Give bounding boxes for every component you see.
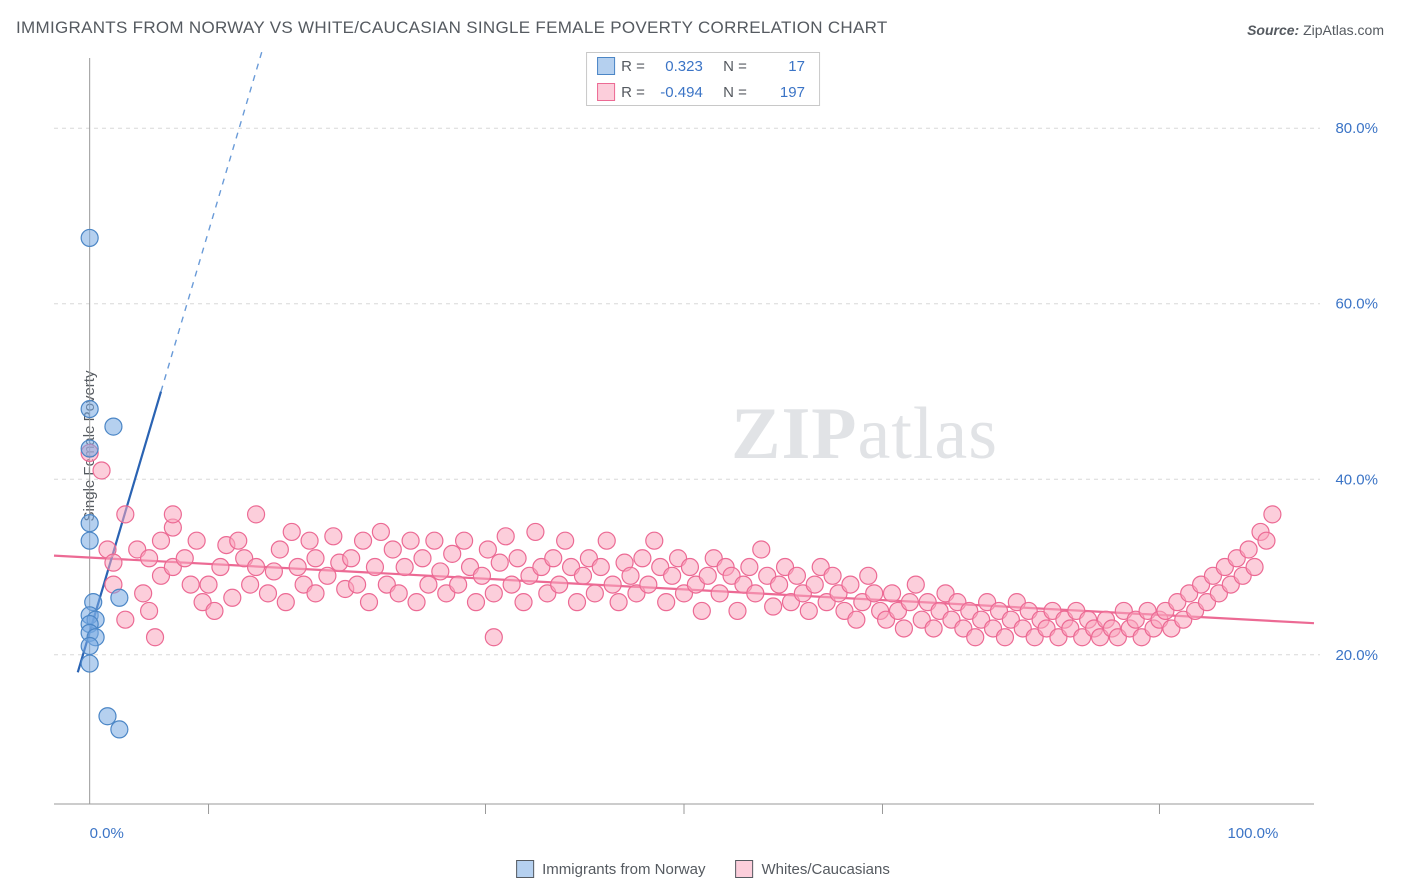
svg-text:60.0%: 60.0% (1335, 296, 1378, 313)
n-label: N = (723, 84, 747, 101)
legend-label: Whites/Caucasians (761, 861, 889, 878)
svg-text:100.0%: 100.0% (1227, 825, 1278, 842)
chart-container: IMMIGRANTS FROM NORWAY VS WHITE/CAUCASIA… (0, 0, 1406, 892)
plot-area: 20.0% 40.0% 60.0% 80.0% 0.0% 100.0% (48, 52, 1386, 844)
legend-series: Immigrants from Norway Whites/Caucasians (516, 860, 890, 878)
r-label: R = (621, 58, 645, 75)
source-attribution: Source: ZipAtlas.com (1247, 22, 1384, 38)
r-label: R = (621, 84, 645, 101)
r-value: -0.494 (651, 84, 703, 101)
legend-stats-row-1: R = 0.323 N = 17 (587, 53, 819, 79)
legend-item-norway: Immigrants from Norway (516, 860, 705, 878)
legend-item-white: Whites/Caucasians (735, 860, 889, 878)
svg-text:20.0%: 20.0% (1335, 647, 1378, 664)
n-value: 17 (753, 58, 805, 75)
legend-swatch-pink-icon (597, 83, 615, 101)
legend-swatch-blue-icon (597, 57, 615, 75)
n-value: 197 (753, 84, 805, 101)
r-value: 0.323 (651, 58, 703, 75)
legend-swatch-pink-icon (735, 860, 753, 878)
svg-text:40.0%: 40.0% (1335, 471, 1378, 488)
source-label: Source: (1247, 22, 1299, 38)
n-label: N = (723, 58, 747, 75)
legend-swatch-blue-icon (516, 860, 534, 878)
scatter-plot-svg: 20.0% 40.0% 60.0% 80.0% 0.0% 100.0% (48, 52, 1386, 844)
legend-stats-box: R = 0.323 N = 17 R = -0.494 N = 197 (586, 52, 820, 106)
chart-title: IMMIGRANTS FROM NORWAY VS WHITE/CAUCASIA… (16, 18, 888, 38)
legend-label: Immigrants from Norway (542, 861, 705, 878)
source-value: ZipAtlas.com (1303, 22, 1384, 38)
legend-stats-row-2: R = -0.494 N = 197 (587, 79, 819, 105)
svg-text:0.0%: 0.0% (90, 825, 124, 842)
svg-text:80.0%: 80.0% (1335, 120, 1378, 137)
